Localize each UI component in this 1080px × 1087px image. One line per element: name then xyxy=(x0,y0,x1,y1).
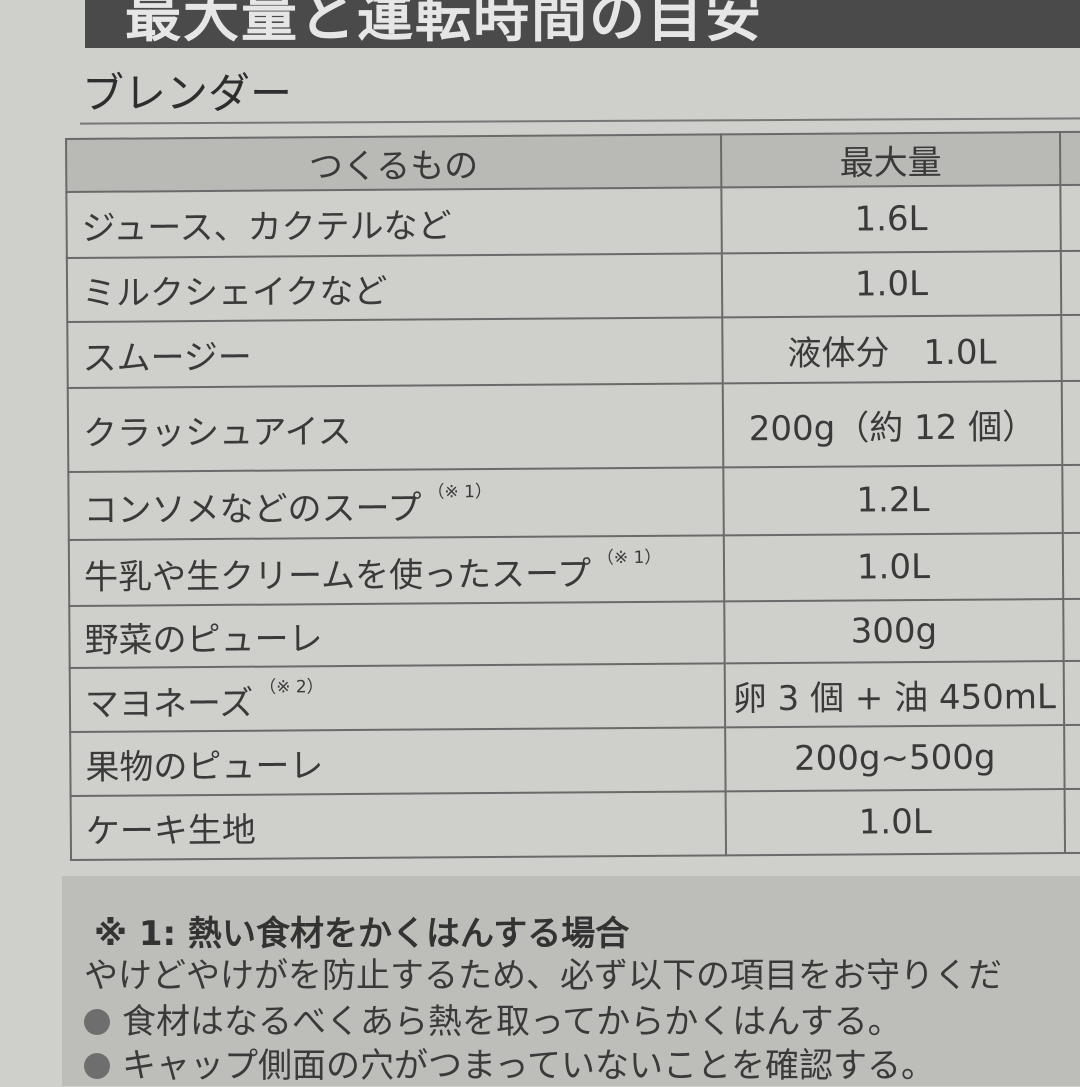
item-text: コンソメなどのスープ xyxy=(83,489,421,531)
item-cell: ミルクシェイクなど xyxy=(67,253,722,322)
banner-title: 最大量と運転時間の目安 xyxy=(125,0,763,48)
notes-box: ※ 1: 熱い食材をかくはんする場合 やけどやけがを防止するため、必ず以下の項目… xyxy=(62,876,1080,1086)
footnote-ref: （※ 1） xyxy=(427,482,492,502)
cropped-cell xyxy=(1061,251,1080,315)
table-row: ジュース、カクテルなど 1.6L xyxy=(66,185,1080,258)
cropped-cell xyxy=(1061,315,1080,381)
table-row: 牛乳や生クリームを使ったスープ （※ 1） 1.0L xyxy=(69,533,1080,606)
item-cell: 果物のピューレ xyxy=(70,727,725,796)
max-cell: 液体分 1.0L xyxy=(722,315,1062,383)
table-row: マヨネーズ（※ 2）卵 3 個 + 油 450mL xyxy=(70,661,1080,732)
table-row: クラッシュアイス 200g（約 12 個） xyxy=(68,381,1080,472)
item-text: ミルクシェイクなど xyxy=(82,271,388,313)
max-cell: 卵 3 個 + 油 450mL xyxy=(724,661,1064,727)
page-banner: 最大量と運転時間の目安 xyxy=(85,0,1080,48)
cropped-cell xyxy=(1061,185,1080,251)
section-title: ブレンダー xyxy=(82,60,292,121)
note-lead: やけどやけがを防止するため、必ず以下の項目をお守りくだ xyxy=(84,948,1002,997)
bullet-text: 食材はなるべくあら熱を取ってからかくはんする。 xyxy=(122,1002,902,1042)
item-text: クラッシュアイス xyxy=(83,412,352,454)
item-text: 牛乳や生クリームを使ったスープ xyxy=(84,554,591,598)
item-cell: マヨネーズ（※ 2） xyxy=(70,663,725,732)
max-cell: 1.0L xyxy=(725,789,1065,855)
item-cell: 野菜のピューレ xyxy=(69,601,724,668)
bullet-icon xyxy=(84,1053,110,1079)
max-cell: 300g xyxy=(724,599,1064,663)
max-cell: 1.0L xyxy=(722,251,1062,317)
max-cell: 1.0L xyxy=(723,533,1063,601)
table-header: つくるもの 最大量 xyxy=(66,132,1080,192)
max-cell: 200g（約 12 個） xyxy=(722,381,1062,467)
item-text: ケーキ生地 xyxy=(86,810,256,851)
item-text: ジュース、カクテルなど xyxy=(81,206,451,249)
footnote-ref: （※ 2） xyxy=(259,677,324,697)
item-text: マヨネーズ xyxy=(85,684,254,725)
item-cell: ジュース、カクテルなど xyxy=(66,187,721,258)
table-row: ミルクシェイクなど 1.0L xyxy=(67,251,1080,322)
note-bullet: 食材はなるべくあら熱を取ってからかくはんする。 xyxy=(84,994,902,1043)
max-cell: 1.6L xyxy=(721,185,1061,253)
item-cell: クラッシュアイス xyxy=(68,383,723,472)
table-row: スムージー 液体分 1.0L xyxy=(67,315,1080,388)
header-item: つくるもの xyxy=(66,134,721,192)
max-cell: 1.2L xyxy=(723,465,1063,535)
cropped-cell xyxy=(1063,599,1080,661)
cropped-cell xyxy=(1063,533,1080,599)
header-max: 最大量 xyxy=(721,132,1061,187)
cropped-cell xyxy=(1062,465,1080,533)
cropped-cell xyxy=(1065,789,1080,853)
header-cropped xyxy=(1060,132,1080,185)
footnote-ref: （※ 1） xyxy=(597,548,662,568)
max-cell: 200g~500g xyxy=(725,725,1065,791)
table-row: コンソメなどのスープ （※ 1） 1.2L xyxy=(68,465,1080,540)
cropped-cell xyxy=(1062,381,1080,465)
item-cell: 牛乳や生クリームを使ったスープ （※ 1） xyxy=(69,535,724,606)
bullet-icon xyxy=(84,1009,110,1035)
item-text: 野菜のピューレ xyxy=(84,619,322,661)
item-cell: コンソメなどのスープ （※ 1） xyxy=(68,467,723,540)
item-text: スムージー xyxy=(82,337,252,378)
table-row: 野菜のピューレ 300g xyxy=(69,599,1080,668)
item-cell: スムージー xyxy=(67,317,722,388)
cropped-cell xyxy=(1064,661,1080,725)
cropped-cell xyxy=(1064,725,1080,789)
bullet-text: キャップ側面の穴がつまっていないことを確認する。 xyxy=(122,1046,935,1086)
table-row: 果物のピューレ 200g~500g xyxy=(70,725,1080,796)
table-row: ケーキ生地 1.0L xyxy=(71,789,1080,860)
item-cell: ケーキ生地 xyxy=(71,791,726,860)
item-text: 果物のピューレ xyxy=(85,746,323,788)
